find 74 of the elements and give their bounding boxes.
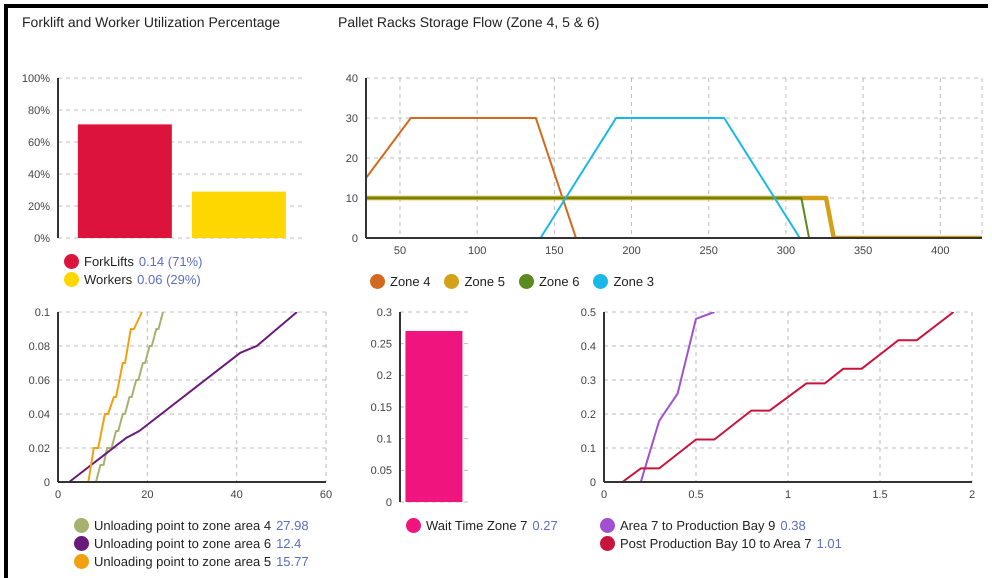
x-tick-label: 50: [394, 244, 406, 257]
y-tick-label: 40%: [28, 168, 50, 181]
legend-label: Unloading point to zone area 6: [94, 536, 272, 551]
y-tick-label: 0.2: [580, 408, 596, 421]
legend-label: Zone 5: [464, 274, 505, 289]
legend-label: Zone 6: [538, 274, 580, 289]
y-tick-label: 0.1: [376, 434, 392, 446]
y-tick-label: 20: [346, 152, 358, 165]
y-tick-label: 0.04: [28, 408, 50, 421]
line-series: [87, 312, 143, 482]
text: 0.38: [780, 518, 806, 533]
y-tick-label: 80%: [28, 104, 50, 117]
chart-title: Pallet Racks Storage Flow (Zone 4, 5 & 6): [338, 14, 600, 30]
y-tick-label: 0.25: [370, 338, 392, 351]
legend-label: Wait Time Zone 7: [426, 518, 528, 533]
y-tick-label: 0.3: [580, 374, 596, 387]
x-tick-label: 300: [776, 244, 796, 257]
y-tick-label: 0%: [34, 232, 50, 245]
y-tick-label: 0.15: [370, 402, 392, 414]
y-tick-label: 0.3: [376, 306, 392, 319]
x-tick-label: 200: [622, 244, 641, 257]
y-tick-label: 0.08: [28, 340, 50, 353]
y-tick-label: 0.2: [376, 370, 392, 382]
text: 1.01: [816, 536, 842, 551]
x-tick-label: 0: [600, 488, 608, 501]
legend-label: Unloading point to zone area 5: [94, 554, 272, 569]
text: 0.06 (29%): [137, 272, 201, 287]
x-tick-label: 1.5: [872, 488, 888, 501]
legend-label: ForkLifts: [84, 254, 134, 269]
y-tick-label: 40: [346, 72, 358, 85]
y-tick-label: 20%: [28, 200, 50, 213]
y-tick-label: 0.4: [580, 340, 596, 353]
x-tick-label: 40: [230, 488, 243, 501]
y-tick-label: 0.5: [580, 306, 596, 319]
y-tick-label: 0.1: [580, 442, 596, 455]
legend-label: Unloading point to zone area 4: [94, 518, 272, 533]
x-tick-label: 400: [931, 244, 950, 257]
y-tick-label: 60%: [28, 136, 50, 149]
x-tick-label: 0: [54, 488, 62, 501]
x-tick-label: 100: [468, 244, 486, 257]
line-series: [68, 312, 298, 482]
legend-label: Zone 3: [613, 274, 654, 289]
y-tick-label: 0.02: [28, 442, 50, 455]
legend-label: Post Production Bay 10 to Area 7: [620, 536, 812, 551]
text: 12.4: [276, 536, 302, 551]
x-tick-label: 250: [700, 244, 718, 257]
y-tick-label: 0: [386, 496, 392, 509]
x-tick-label: 1: [784, 488, 792, 501]
text: 0.27: [532, 518, 558, 533]
y-tick-label: 0: [44, 476, 50, 489]
y-tick-label: 0: [352, 232, 358, 245]
line-series: [94, 312, 164, 482]
legend-label: Workers: [84, 272, 132, 287]
y-tick-label: 0.05: [370, 465, 392, 478]
chart-title: Forklift and Worker Utilization Percentage: [22, 14, 282, 30]
text: 27.98: [276, 518, 309, 533]
x-tick-label: 2: [968, 488, 976, 501]
legend-label: Area 7 to Production Bay 9: [620, 518, 776, 533]
legend-label: Zone 4: [390, 274, 430, 289]
text: 15.77: [276, 554, 309, 569]
y-tick-label: 10: [346, 192, 358, 205]
y-tick-label: 0: [590, 476, 596, 489]
y-tick-label: 100%: [22, 72, 50, 85]
y-tick-label: 0.1: [34, 306, 50, 319]
y-tick-label: 0.06: [28, 374, 50, 387]
x-tick-label: 0.5: [688, 488, 704, 501]
x-tick-label: 20: [141, 488, 154, 501]
line-series: [640, 312, 716, 482]
x-tick-label: 350: [854, 244, 872, 257]
text: 0.14 (71%): [138, 254, 202, 269]
x-tick-label: 60: [320, 488, 332, 501]
y-tick-label: 30: [346, 112, 358, 125]
x-tick-label: 150: [545, 244, 564, 257]
line-series: [621, 312, 955, 482]
